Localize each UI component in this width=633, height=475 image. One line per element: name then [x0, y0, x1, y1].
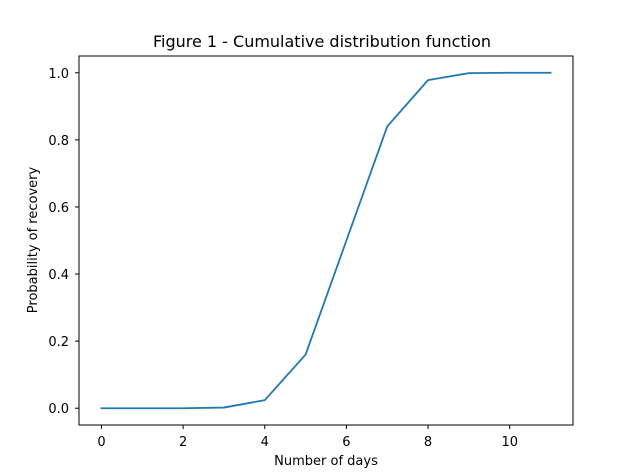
- series-line: [100, 71, 552, 410]
- y-tick-label: 0.8: [48, 134, 69, 149]
- x-tick-label: 2: [179, 435, 187, 450]
- x-axis-label: Number of days: [274, 454, 378, 469]
- y-axis-ticks: 0.0 0.2 0.4 0.6 0.8 1.0: [48, 67, 79, 417]
- x-tick-label: 4: [261, 435, 269, 450]
- x-tick-label: 0: [97, 435, 105, 450]
- x-tick-label: 8: [424, 435, 432, 450]
- plot-area: [100, 71, 552, 410]
- y-axis-label: Probability of recovery: [26, 166, 41, 313]
- plot-frame: [78, 55, 574, 426]
- x-axis-ticks: 0 2 4 6 8 10: [97, 425, 518, 450]
- x-tick-label: 10: [501, 435, 518, 450]
- x-tick-label: 6: [342, 435, 350, 450]
- y-tick-label: 0.4: [48, 268, 69, 283]
- y-tick-label: 0.6: [48, 201, 69, 216]
- y-tick-label: 0.0: [48, 402, 69, 417]
- y-tick-label: 0.2: [48, 335, 69, 350]
- chart-title: Figure 1 - Cumulative distribution funct…: [153, 32, 491, 51]
- y-tick-label: 1.0: [48, 67, 69, 82]
